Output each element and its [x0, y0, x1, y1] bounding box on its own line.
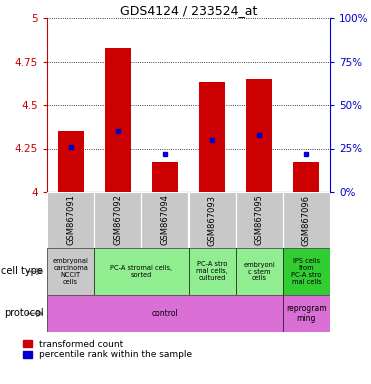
- Text: embryoni
c stem
cells: embryoni c stem cells: [243, 262, 275, 281]
- Text: embryonal
carcinoma
NCCIT
cells: embryonal carcinoma NCCIT cells: [53, 258, 89, 285]
- Text: GSM867093: GSM867093: [208, 195, 217, 245]
- Bar: [199, 83, 225, 192]
- Text: PC-A stro
mal cells,
cultured: PC-A stro mal cells, cultured: [196, 262, 228, 281]
- Bar: [47, 248, 94, 295]
- Bar: [94, 192, 141, 248]
- Text: control: control: [151, 309, 178, 318]
- Bar: [188, 248, 236, 295]
- Text: GSM867091: GSM867091: [66, 195, 75, 245]
- Bar: [283, 248, 330, 295]
- Text: GSM867094: GSM867094: [160, 195, 170, 245]
- Bar: [47, 192, 94, 248]
- Bar: [188, 192, 236, 248]
- Bar: [58, 131, 83, 192]
- Bar: [105, 48, 131, 192]
- Text: IPS cells
from
PC-A stro
mal cells: IPS cells from PC-A stro mal cells: [291, 258, 322, 285]
- Bar: [47, 295, 283, 332]
- Bar: [246, 79, 272, 192]
- Text: GSM867092: GSM867092: [113, 195, 122, 245]
- Text: PC-A stromal cells,
sorted: PC-A stromal cells, sorted: [110, 265, 173, 278]
- Text: protocol: protocol: [4, 308, 43, 318]
- Legend: transformed count, percentile rank within the sample: transformed count, percentile rank withi…: [23, 339, 193, 359]
- Bar: [283, 295, 330, 332]
- Text: GSM867095: GSM867095: [255, 195, 264, 245]
- Bar: [236, 192, 283, 248]
- Bar: [141, 192, 188, 248]
- Bar: [152, 162, 178, 192]
- Bar: [94, 248, 188, 295]
- Text: reprogram
ming: reprogram ming: [286, 304, 327, 323]
- Bar: [283, 192, 330, 248]
- Text: GSM867096: GSM867096: [302, 195, 311, 245]
- Bar: [236, 248, 283, 295]
- Bar: [293, 162, 319, 192]
- Title: GDS4124 / 233524_at: GDS4124 / 233524_at: [120, 4, 257, 17]
- Text: cell type: cell type: [1, 266, 43, 276]
